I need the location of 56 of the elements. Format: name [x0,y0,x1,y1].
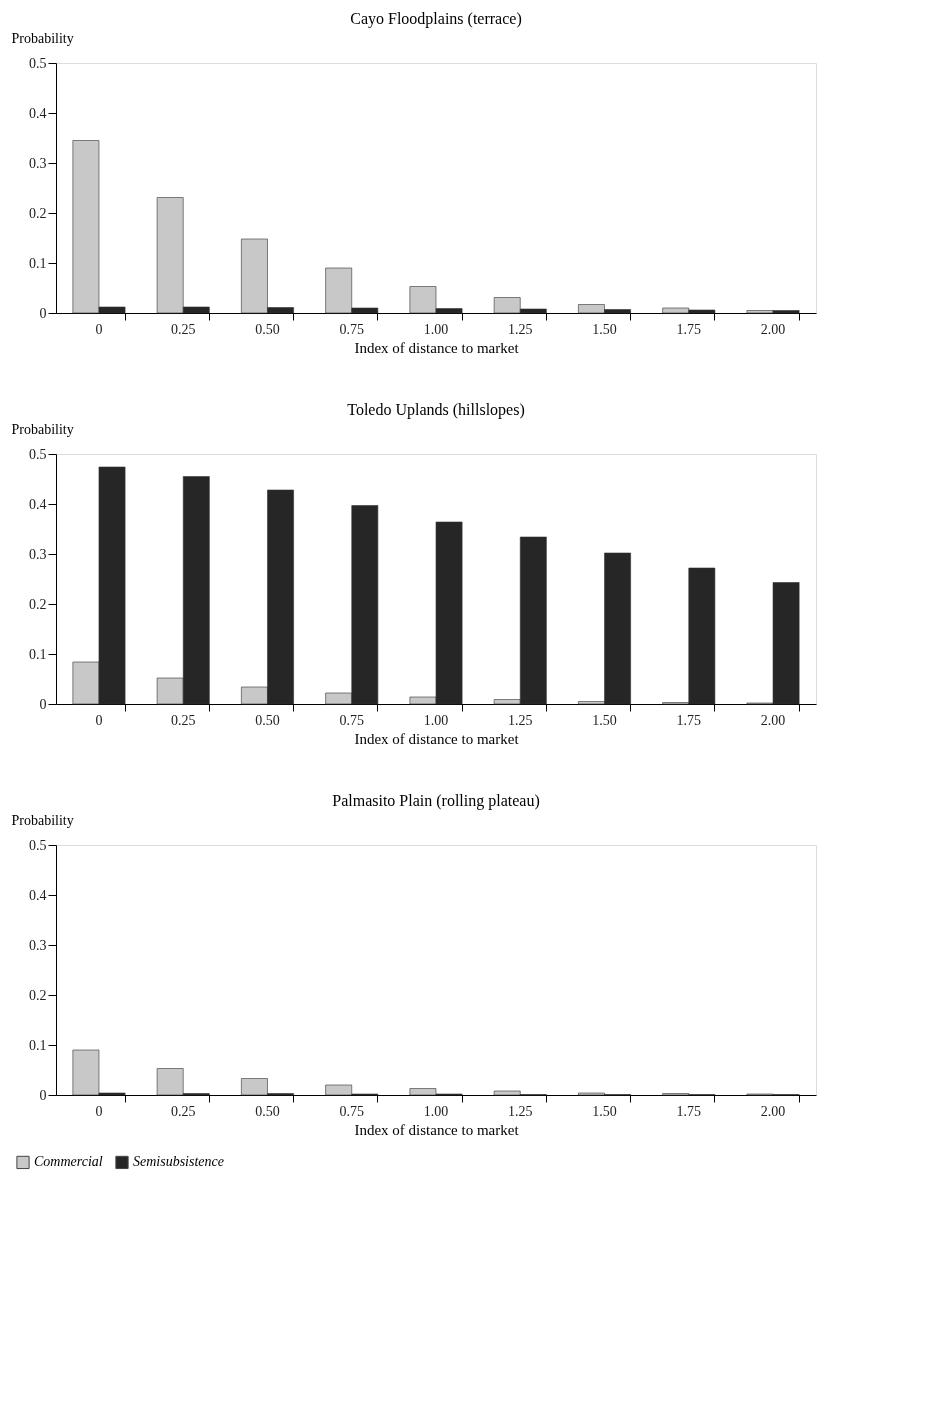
x-tick-label: 0.50 [255,712,280,728]
x-tick-label: 1.75 [676,1103,702,1119]
y-axis-title: Probability [11,30,74,46]
x-tick-label: 1.00 [423,712,449,728]
y-tick-label: 0.3 [29,937,47,953]
x-tick-label: 1.00 [423,1103,449,1119]
y-tick-label: 0.4 [29,105,47,121]
y-tick-label: 0.1 [29,1037,47,1053]
x-tick-label: 0.25 [170,1103,196,1119]
y-tick-label: 0.3 [29,155,47,171]
x-axis-title: Index of distance to market [354,339,520,356]
x-tick-label: 2.00 [760,712,786,728]
y-tick-label: 0 [39,1087,47,1103]
y-tick-label: 0.1 [29,255,47,271]
x-tick-label: 1.75 [676,712,702,728]
y-tick-label: 0.4 [29,496,47,512]
chart-title: Palmasito Plain (rolling plateau) [332,792,540,810]
x-tick-label: 1.50 [592,321,617,337]
y-tick-label: 0 [39,696,47,712]
x-tick-label: 1.50 [592,712,617,728]
y-axis-title: Probability [11,421,74,437]
chart-title: Toledo Uplands (hillslopes) [347,401,525,419]
y-tick-label: 0.4 [29,887,47,903]
x-tick-label: 1.25 [508,321,533,337]
x-tick-label: 0.75 [339,1103,364,1119]
legend-label: Commercial [34,1154,103,1170]
x-tick-label: 0.50 [255,1103,280,1119]
x-axis-title: Index of distance to market [354,1121,520,1138]
x-tick-label: 1.50 [592,1103,617,1119]
x-tick-label: 2.00 [760,1103,786,1119]
x-tick-label: 1.75 [676,321,702,337]
x-tick-label: 2.00 [760,321,786,337]
y-tick-label: 0.5 [29,446,47,462]
y-axis-title: Probability [11,812,74,828]
y-tick-label: 0.5 [29,55,47,71]
x-tick-label: 1.25 [508,712,533,728]
x-tick-label: 1.25 [508,1103,533,1119]
x-tick-label: 0 [95,712,103,728]
y-tick-label: 0.2 [29,596,47,612]
x-tick-label: 0.25 [170,321,196,337]
x-tick-label: 0.50 [255,321,280,337]
y-tick-label: 0.1 [29,646,47,662]
chart-title: Cayo Floodplains (terrace) [350,10,522,28]
y-tick-label: 0 [39,305,47,321]
x-tick-label: 0 [95,1103,103,1119]
x-tick-label: 0.75 [339,321,364,337]
x-axis-title: Index of distance to market [354,730,520,747]
y-tick-label: 0.2 [29,205,47,221]
y-tick-label: 0.3 [29,546,47,562]
y-tick-label: 0.5 [29,837,47,853]
y-tick-label: 0.2 [29,987,47,1003]
x-tick-label: 0.75 [339,712,364,728]
legend-label: Semisubsistence [133,1154,224,1170]
x-tick-label: 0 [95,321,103,337]
x-tick-label: 0.25 [170,712,196,728]
x-tick-label: 1.00 [423,321,449,337]
